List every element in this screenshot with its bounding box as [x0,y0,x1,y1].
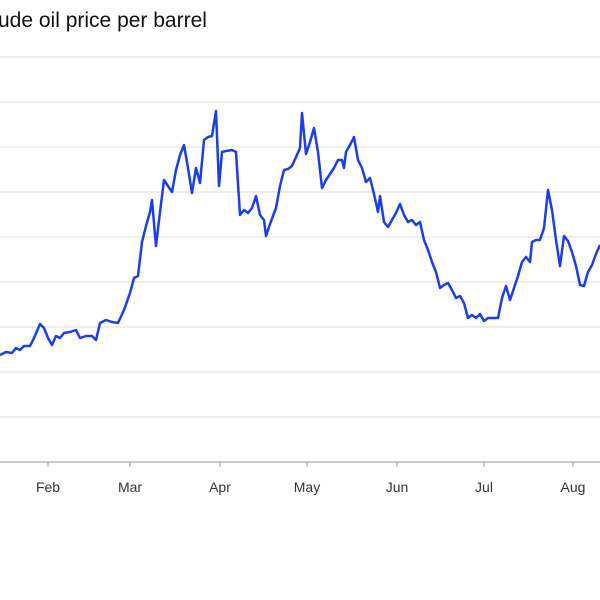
price-line [0,109,600,357]
x-tick-label: Mar [118,479,142,495]
x-tick-label: Feb [36,479,60,495]
x-tick-label: Jun [386,479,409,495]
x-tick-label: Apr [209,479,231,495]
x-tick-label: Jul [475,479,493,495]
x-tick-label: May [294,479,320,495]
x-tick-label: Aug [561,479,586,495]
chart-title: ude oil price per barrel [0,9,207,32]
